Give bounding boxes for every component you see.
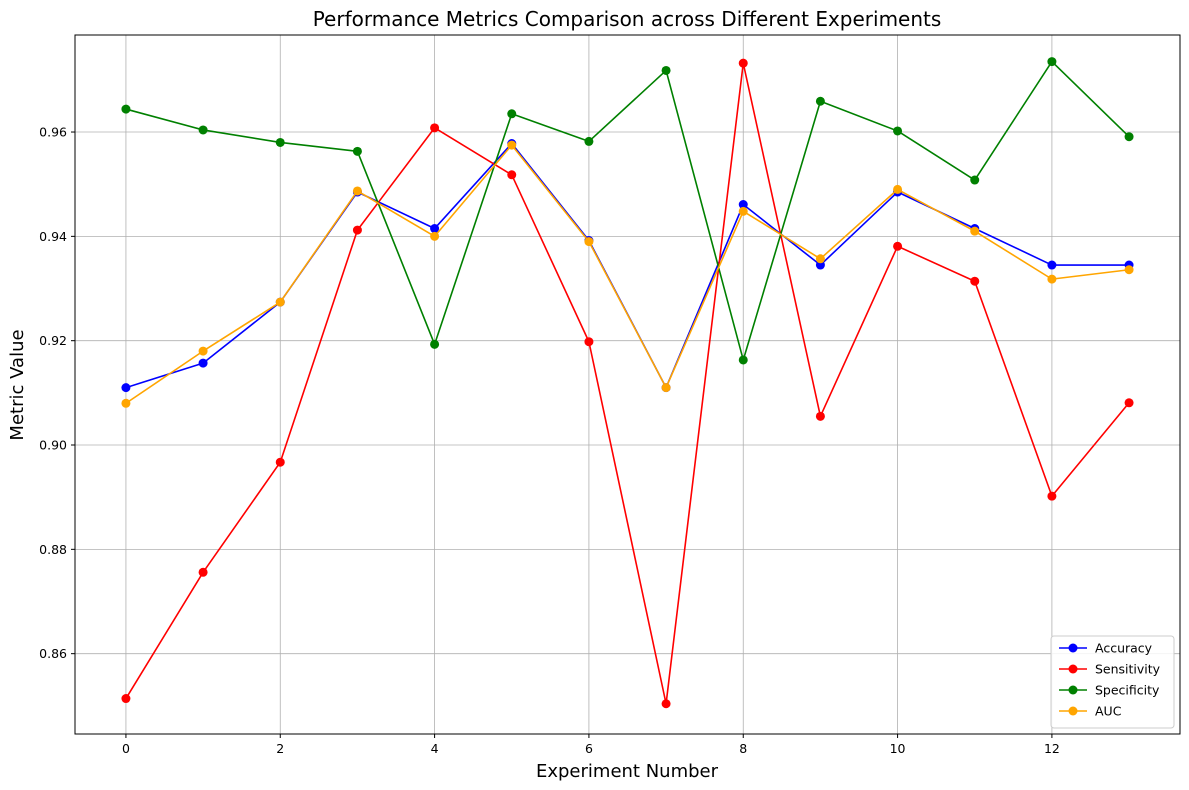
chart-title: Performance Metrics Comparison across Di…	[313, 7, 942, 31]
data-point-specificity	[430, 339, 440, 349]
data-point-specificity	[738, 355, 748, 365]
data-point-accuracy	[198, 358, 208, 368]
data-point-accuracy	[430, 224, 440, 234]
y-tick-label: 0.90	[39, 438, 67, 453]
data-point-specificity	[198, 125, 208, 135]
series-auc	[121, 140, 1134, 408]
data-point-specificity	[275, 137, 285, 147]
x-tick-label: 12	[1044, 741, 1060, 756]
grid	[75, 35, 1180, 734]
data-point-specificity	[507, 109, 517, 119]
legend-swatch-marker	[1068, 706, 1078, 716]
y-tick-label: 0.88	[39, 542, 67, 557]
data-point-auc	[738, 206, 748, 216]
legend-item-accuracy: Accuracy	[1059, 641, 1153, 656]
legend-swatch-marker	[1068, 643, 1078, 653]
data-point-accuracy	[815, 260, 825, 270]
legend-label: Specificity	[1095, 683, 1160, 698]
x-tick-label: 2	[276, 741, 284, 756]
y-axis-label: Metric Value	[7, 329, 28, 440]
series-sensitivity	[121, 58, 1134, 709]
data-point-accuracy	[121, 383, 131, 393]
data-point-sensitivity	[352, 225, 362, 235]
y-tick-label: 0.96	[39, 125, 67, 140]
data-point-auc	[1047, 274, 1057, 284]
data-point-sensitivity	[1124, 398, 1134, 408]
series-specificity	[121, 57, 1134, 365]
data-point-sensitivity	[121, 694, 131, 704]
x-axis-label: Experiment Number	[536, 761, 719, 782]
data-point-specificity	[970, 175, 980, 185]
legend: Accuracy Sensitivity Specificity AUC	[1050, 635, 1175, 729]
legend-label: Sensitivity	[1095, 662, 1161, 677]
legend-item-specificity: Specificity	[1059, 683, 1160, 698]
data-point-specificity	[1124, 132, 1134, 142]
legend-swatch-marker	[1068, 685, 1078, 695]
data-point-auc	[815, 254, 825, 264]
data-point-sensitivity	[275, 457, 285, 467]
data-point-specificity	[352, 146, 362, 156]
data-point-sensitivity	[198, 567, 208, 577]
data-point-sensitivity	[430, 123, 440, 133]
legend-item-auc: AUC	[1059, 704, 1122, 719]
data-point-specificity	[661, 65, 671, 75]
y-tick-label: 0.86	[39, 646, 67, 661]
data-point-auc	[970, 226, 980, 236]
axis-ticks: 0 2 4 6 8 10 12 0.86 0.88 0.90 0.92 0.94 0.96	[39, 125, 1060, 756]
legend-item-sensitivity: Sensitivity	[1059, 662, 1161, 677]
data-point-auc	[584, 237, 594, 247]
data-point-sensitivity	[1047, 491, 1057, 501]
legend-label: Accuracy	[1095, 641, 1153, 656]
x-tick-label: 4	[431, 741, 439, 756]
data-point-sensitivity	[738, 58, 748, 68]
x-tick-label: 10	[890, 741, 906, 756]
data-point-accuracy	[1047, 260, 1057, 270]
data-point-sensitivity	[507, 170, 517, 180]
series-line-specificity	[125, 60, 1130, 361]
data-point-auc	[1124, 265, 1134, 275]
legend-swatch-marker	[1068, 664, 1078, 674]
data-point-sensitivity	[815, 411, 825, 421]
y-tick-label: 0.92	[39, 333, 67, 348]
data-point-sensitivity	[970, 276, 980, 286]
data-point-auc	[198, 346, 208, 356]
data-point-accuracy	[738, 200, 748, 210]
series-group	[121, 57, 1134, 709]
data-point-auc	[430, 231, 440, 241]
x-tick-label: 0	[122, 741, 130, 756]
data-point-auc	[121, 398, 131, 408]
data-point-auc	[661, 383, 671, 393]
series-line-sensitivity	[125, 62, 1130, 705]
data-point-sensitivity	[893, 241, 903, 251]
data-point-auc	[893, 184, 903, 194]
data-point-specificity	[584, 136, 594, 146]
data-point-specificity	[893, 126, 903, 136]
data-point-sensitivity	[584, 337, 594, 347]
plot-frame	[74, 34, 1181, 735]
data-point-sensitivity	[661, 699, 671, 709]
data-point-specificity	[1047, 57, 1057, 67]
data-point-auc	[507, 140, 517, 150]
legend-box	[1050, 635, 1175, 729]
data-point-specificity	[121, 104, 131, 114]
data-point-auc	[275, 297, 285, 307]
y-tick-label: 0.94	[39, 229, 67, 244]
x-tick-label: 8	[739, 741, 747, 756]
data-point-auc	[352, 186, 362, 196]
data-point-specificity	[815, 96, 825, 106]
legend-label: AUC	[1095, 704, 1122, 719]
x-tick-label: 6	[585, 741, 593, 756]
series-line-auc	[125, 144, 1130, 404]
